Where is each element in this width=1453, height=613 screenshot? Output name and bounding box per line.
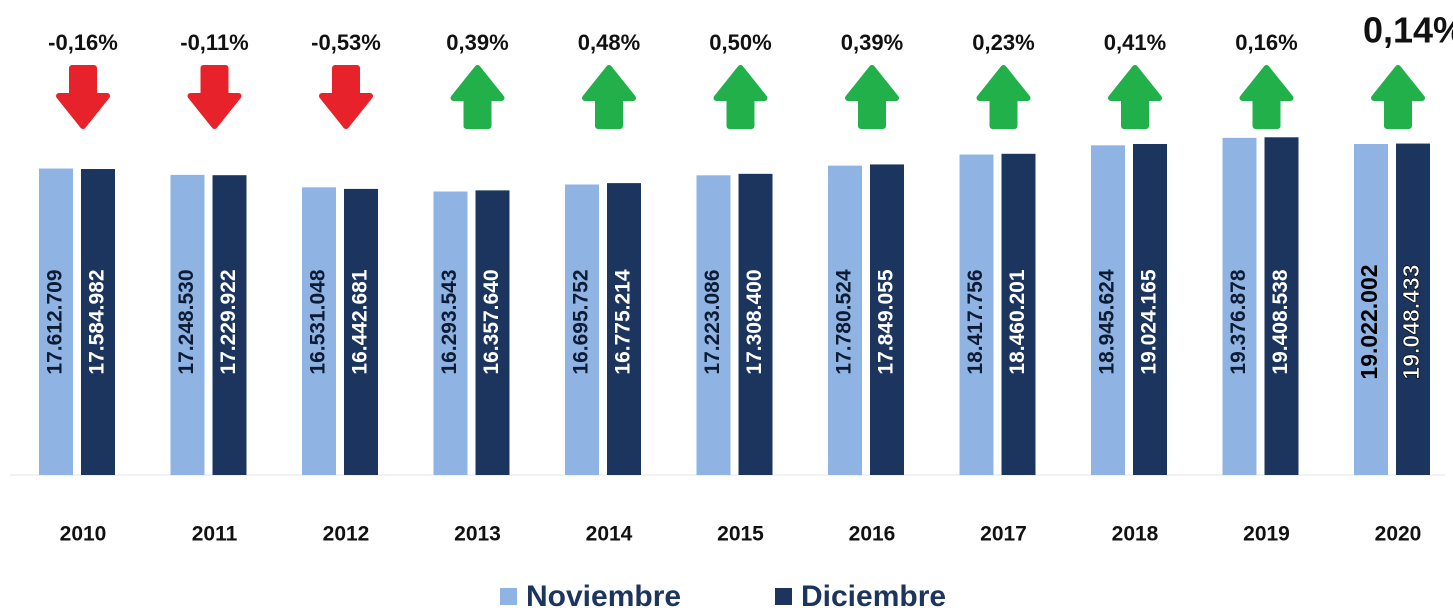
- bar-value-label: 17.849.055: [875, 269, 898, 374]
- bar-value-label: 16.775.214: [612, 269, 635, 374]
- bar: [1001, 153, 1036, 476]
- bar-value-label: 16.293.543: [438, 269, 461, 374]
- change-label: -0,53%: [311, 30, 381, 55]
- bar-value-label: 17.248.530: [175, 269, 198, 374]
- bar: [1222, 137, 1257, 475]
- bar-value-label: 17.780.524: [833, 269, 856, 374]
- change-label: 0,50%: [709, 30, 771, 55]
- change-label: -0,16%: [48, 30, 118, 55]
- bar: [607, 183, 641, 476]
- change-arrow: [1239, 65, 1294, 129]
- x-tick-label: 2017: [980, 523, 1027, 546]
- bar: [565, 184, 599, 476]
- bar: [475, 190, 510, 475]
- x-tick-label: 2018: [1112, 523, 1159, 546]
- bar: [433, 191, 468, 475]
- bar-value-label: 18.460.201: [1006, 269, 1029, 374]
- bar-value-label: 17.308.400: [743, 269, 766, 374]
- x-tick-label: 2011: [192, 523, 238, 546]
- change-arrow: [319, 65, 373, 129]
- change-arrow: [845, 65, 899, 129]
- change-arrow: [713, 65, 768, 129]
- bar-value-label: 16.442.681: [349, 269, 372, 374]
- bar: [738, 173, 773, 475]
- bar-value-label: 19.022.002: [1356, 264, 1382, 379]
- change-arrow: [187, 65, 242, 129]
- bar-value-label: 19.408.538: [1269, 269, 1292, 374]
- change-label: 0,16%: [1235, 30, 1297, 55]
- bar-value-label: 16.695.752: [570, 269, 593, 374]
- bar-value-label: 19.048.433: [1398, 264, 1424, 379]
- bar: [1264, 137, 1299, 475]
- x-tick-label: 2016: [849, 523, 896, 546]
- change-label: 0,48%: [578, 30, 640, 55]
- bar-value-label: 17.223.086: [701, 269, 724, 374]
- bar: [696, 175, 731, 475]
- legend-swatch: [500, 588, 517, 605]
- bar: [344, 188, 378, 476]
- change-arrow: [450, 65, 505, 129]
- change-arrow: [1108, 65, 1162, 129]
- x-tick-label: 2014: [586, 523, 633, 546]
- x-tick-label: 2010: [60, 523, 107, 546]
- bar-value-label: 17.584.982: [86, 269, 109, 374]
- bar-value-label: 18.945.624: [1096, 269, 1119, 374]
- bar: [959, 154, 994, 475]
- bar: [39, 168, 73, 475]
- bar-value-label: 18.417.756: [964, 269, 987, 374]
- bar-value-label: 16.531.048: [307, 269, 330, 374]
- change-arrow: [582, 65, 636, 129]
- change-label: 0,39%: [446, 30, 508, 55]
- change-label: -0,11%: [180, 30, 249, 55]
- bar: [170, 174, 205, 475]
- change-label: 0,14%: [1363, 10, 1453, 51]
- change-arrow: [1371, 65, 1425, 129]
- bar: [302, 187, 336, 475]
- legend-label: Diciembre: [801, 580, 946, 613]
- bar-value-label: 19.024.165: [1138, 269, 1161, 374]
- bar-value-label: 16.357.640: [480, 269, 503, 374]
- legend-label: Noviembre: [526, 580, 681, 613]
- bar: [81, 169, 115, 476]
- legend-swatch: [775, 588, 792, 605]
- bar: [1133, 143, 1167, 475]
- change-label: 0,39%: [841, 30, 903, 55]
- bar: [828, 165, 862, 475]
- bar: [870, 164, 904, 475]
- x-tick-label: 2019: [1243, 523, 1290, 546]
- x-tick-label: 2012: [323, 523, 370, 546]
- change-label: 0,23%: [972, 30, 1034, 55]
- bar: [212, 175, 247, 476]
- bar: [1354, 144, 1388, 476]
- bar-value-label: 19.376.878: [1227, 269, 1250, 374]
- change-arrow: [56, 65, 110, 129]
- x-tick-label: 2015: [717, 523, 764, 546]
- bar-value-label: 17.612.709: [44, 269, 67, 374]
- change-label: 0,41%: [1104, 30, 1166, 55]
- bar-value-label: 17.229.922: [217, 269, 240, 374]
- bar: [1396, 143, 1430, 476]
- x-tick-label: 2020: [1375, 523, 1422, 546]
- x-tick-label: 2013: [454, 523, 501, 546]
- bar: [1091, 145, 1125, 476]
- change-arrow: [976, 65, 1031, 129]
